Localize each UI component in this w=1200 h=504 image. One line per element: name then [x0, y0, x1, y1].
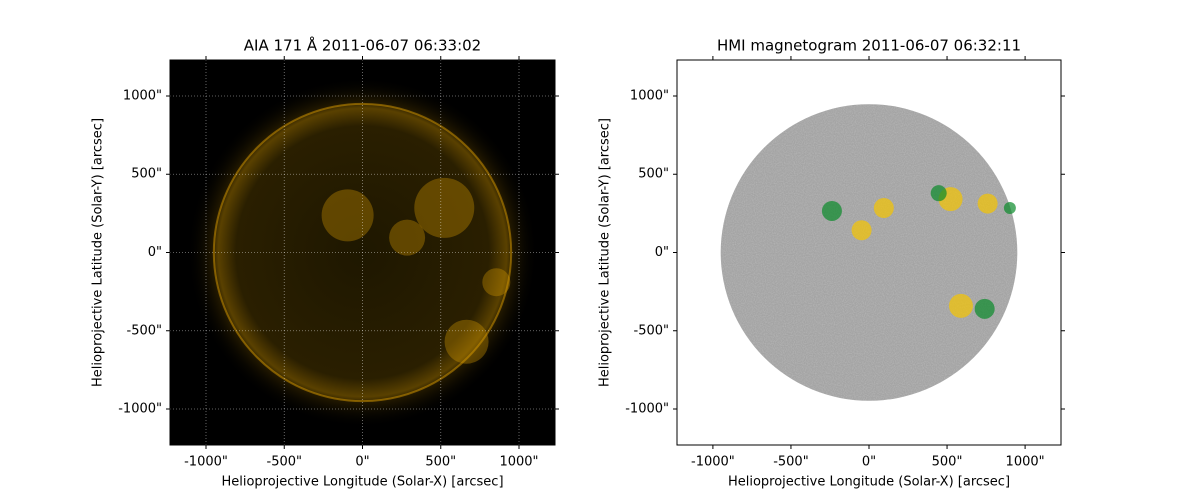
magnetic-region [948, 293, 973, 318]
magnetic-region [873, 198, 894, 219]
solar-limb [212, 102, 513, 403]
x-tick-label: 0" [862, 455, 876, 470]
magnetic-region [1003, 202, 1016, 215]
x-tick-label: -1000" [184, 455, 228, 470]
y-tick-label: -1000" [118, 402, 162, 417]
y-tick-label: 1000" [630, 88, 669, 103]
active-region [482, 268, 511, 297]
x-tick-label: 0" [355, 455, 369, 470]
disk-noise [720, 104, 1018, 401]
x-tick-label: -500" [773, 455, 808, 470]
magnetic-region [974, 298, 995, 319]
y-tick-label: 500" [131, 167, 162, 182]
image-area [170, 60, 555, 445]
magnetic-region [930, 185, 947, 202]
active-region [321, 189, 374, 242]
x-axis-label: Helioprojective Longitude (Solar-X) [arc… [221, 475, 503, 490]
magnetic-region [851, 220, 872, 241]
x-axis-label: Helioprojective Longitude (Solar-X) [arc… [728, 475, 1010, 490]
y-tick-label: 500" [638, 167, 669, 182]
active-region [414, 177, 475, 238]
magnetic-region [821, 200, 842, 221]
x-tick-label: 500" [425, 455, 456, 470]
y-tick-label: 1000" [123, 88, 162, 103]
x-tick-label: 1000" [1006, 455, 1045, 470]
y-tick-label: 0" [148, 245, 162, 260]
chart-title: AIA 171 Å 2011-06-07 06:33:02 [244, 36, 481, 55]
magnetic-region [977, 193, 998, 214]
y-axis-label: Helioprojective Latitude (Solar-Y) [arcs… [598, 118, 613, 387]
x-tick-label: 1000" [499, 455, 538, 470]
x-tick-label: 500" [932, 455, 963, 470]
y-tick-label: -1000" [625, 402, 669, 417]
y-axis-label: Helioprojective Latitude (Solar-Y) [arcs… [91, 118, 106, 387]
chart-title: HMI magnetogram 2011-06-07 06:32:11 [717, 37, 1021, 55]
x-tick-label: -500" [267, 455, 302, 470]
y-tick-label: 0" [655, 245, 669, 260]
image-area [677, 60, 1061, 445]
x-tick-label: -1000" [691, 455, 735, 470]
active-region [389, 219, 426, 256]
y-tick-label: -500" [634, 323, 669, 338]
y-tick-label: -500" [127, 323, 162, 338]
